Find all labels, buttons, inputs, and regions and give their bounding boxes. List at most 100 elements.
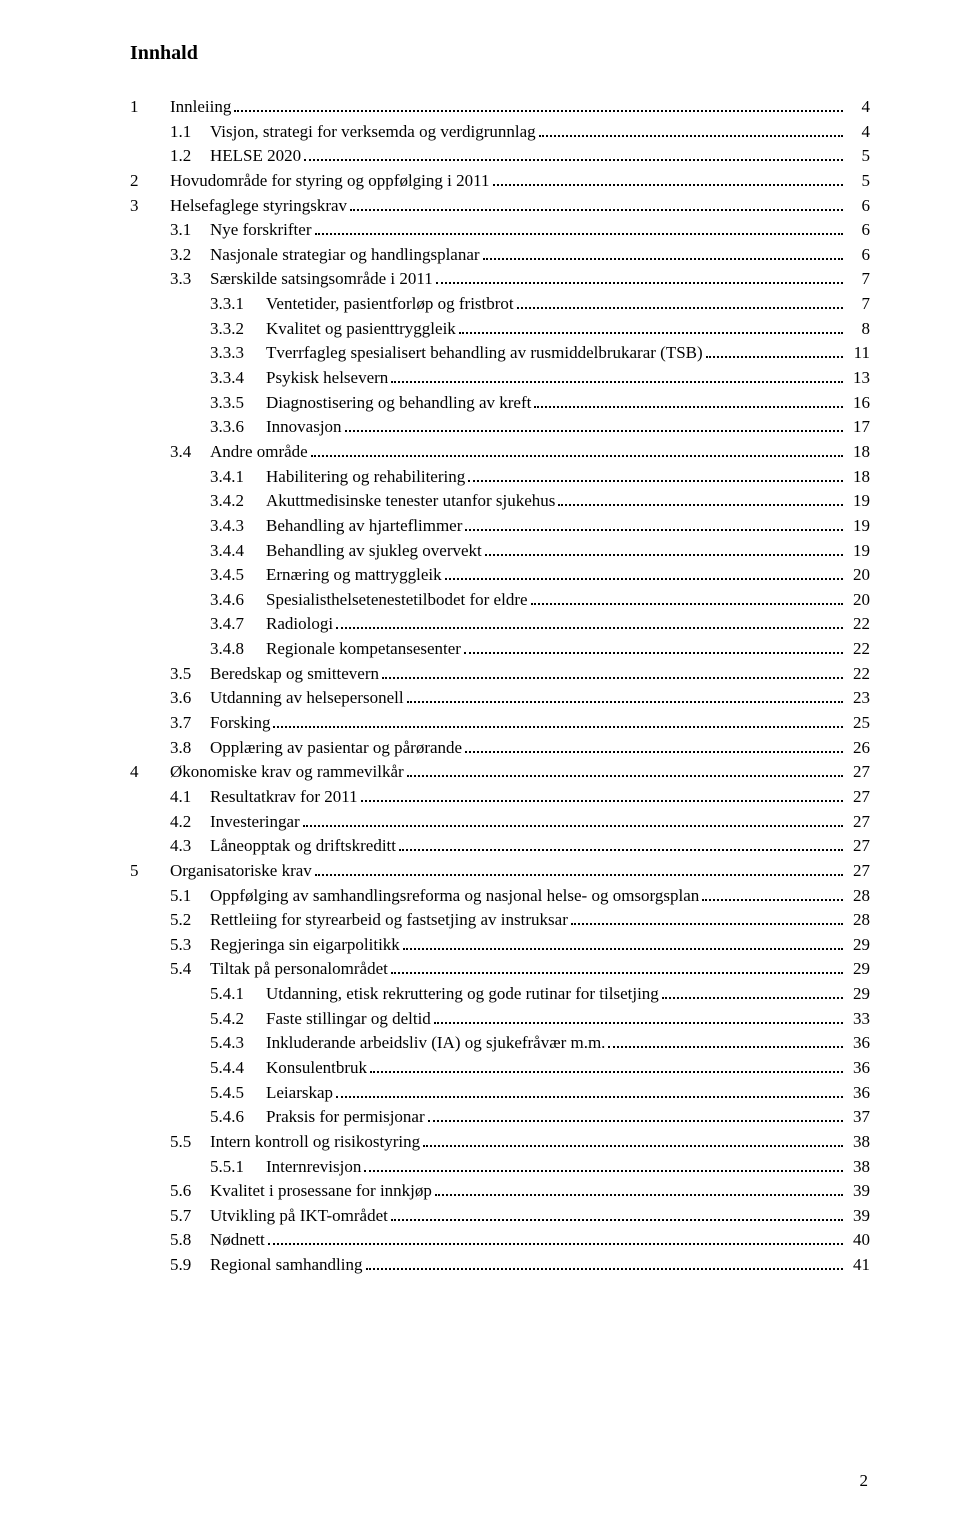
toc-entry-page: 28: [846, 908, 870, 933]
toc-entry[interactable]: 3.6Utdanning av helsepersonell23: [130, 686, 870, 711]
toc-entry-number: 5: [130, 859, 160, 884]
toc-entry-number: 5.4: [170, 957, 210, 982]
toc-entry[interactable]: 3.3.4Psykisk helsevern13: [130, 366, 870, 391]
toc-entry-label: Ventetider, pasientforløp og fristbrot: [266, 292, 514, 317]
toc-entry[interactable]: 3.3.3Tverrfagleg spesialisert behandling…: [130, 341, 870, 366]
toc-leader-dots: [370, 1058, 843, 1073]
toc-entry-page: 40: [846, 1228, 870, 1253]
toc-entry-page: 22: [846, 612, 870, 637]
toc-entry[interactable]: 5.4.1Utdanning, etisk rekruttering og go…: [130, 982, 870, 1007]
toc-entry-number: 3.4.2: [210, 489, 266, 514]
toc-entry-label: Hovudområde for styring og oppfølging i …: [160, 169, 490, 194]
toc-leader-dots: [273, 713, 843, 728]
toc-entry[interactable]: 3.4Andre område18: [130, 440, 870, 465]
toc-entry-label: Nye forskrifter: [210, 218, 312, 243]
toc-entry[interactable]: 5.4Tiltak på personalområdet29: [130, 957, 870, 982]
toc-entry-number: 3.5: [170, 662, 210, 687]
toc-entry-number: 2: [130, 169, 160, 194]
toc-entry[interactable]: 2Hovudområde for styring og oppfølging i…: [130, 169, 870, 194]
toc-entry[interactable]: 5.7Utvikling på IKT-området39: [130, 1204, 870, 1229]
toc-entry-label: Visjon, strategi for verksemda og verdig…: [210, 120, 536, 145]
toc-entry[interactable]: 4.1Resultatkrav for 201127: [130, 785, 870, 810]
toc-entry-number: 3: [130, 194, 160, 219]
toc-entry-label: Radiologi: [266, 612, 333, 637]
toc-entry-number: 3.4.6: [210, 588, 266, 613]
toc-leader-dots: [445, 565, 843, 580]
toc-entry-number: 5.4.1: [210, 982, 266, 1007]
toc-entry[interactable]: 3.1Nye forskrifter6: [130, 218, 870, 243]
toc-entry-label: Internrevisjon: [266, 1155, 361, 1180]
toc-entry-label: Særskilde satsingsområde i 2011: [210, 267, 433, 292]
toc-entry[interactable]: 3.4.2Akuttmedisinske tenester utanfor sj…: [130, 489, 870, 514]
toc-entry[interactable]: 3.2Nasjonale strategiar og handlingsplan…: [130, 243, 870, 268]
toc-entry[interactable]: 3.4.8Regionale kompetansesenter22: [130, 637, 870, 662]
toc-entry-number: 3.6: [170, 686, 210, 711]
toc-leader-dots: [531, 590, 843, 605]
toc-entry-label: Kvalitet og pasienttryggleik: [266, 317, 456, 342]
toc-entry-label: Psykisk helsevern: [266, 366, 388, 391]
toc-entry[interactable]: 1.2HELSE 20205: [130, 144, 870, 169]
toc-entry-page: 39: [846, 1204, 870, 1229]
toc-entry[interactable]: 5.2Rettleiing for styrearbeid og fastset…: [130, 908, 870, 933]
toc-leader-dots: [435, 1181, 843, 1196]
toc-entry[interactable]: 4.3Låneopptak og driftskreditt27: [130, 834, 870, 859]
toc-entry[interactable]: 1.1Visjon, strategi for verksemda og ver…: [130, 120, 870, 145]
toc-entry[interactable]: 3.4.1Habilitering og rehabilitering18: [130, 465, 870, 490]
toc-entry[interactable]: 3.4.6Spesialisthelsetenestetilbodet for …: [130, 588, 870, 613]
toc-entry-page: 33: [846, 1007, 870, 1032]
toc-leader-dots: [534, 392, 843, 407]
toc-entry-label: Beredskap og smittevern: [210, 662, 379, 687]
toc-entry-page: 20: [846, 563, 870, 588]
toc-entry[interactable]: 3Helsefaglege styringskrav6: [130, 194, 870, 219]
toc-entry[interactable]: 5.4.4Konsulentbruk36: [130, 1056, 870, 1081]
toc-entry-page: 26: [846, 736, 870, 761]
toc-entry[interactable]: 3.3Særskilde satsingsområde i 20117: [130, 267, 870, 292]
toc-leader-dots: [336, 614, 843, 629]
toc-entry-page: 22: [846, 662, 870, 687]
toc-entry[interactable]: 5.4.2Faste stillingar og deltid33: [130, 1007, 870, 1032]
toc-entry-number: 3.7: [170, 711, 210, 736]
toc-entry[interactable]: 4Økonomiske krav og rammevilkår27: [130, 760, 870, 785]
toc-entry-number: 5.2: [170, 908, 210, 933]
toc-entry[interactable]: 5.8Nødnett40: [130, 1228, 870, 1253]
toc-entry-number: 5.1: [170, 884, 210, 909]
toc-entry[interactable]: 5.6Kvalitet i prosessane for innkjøp39: [130, 1179, 870, 1204]
toc-leader-dots: [517, 294, 843, 309]
toc-entry[interactable]: 3.3.1Ventetider, pasientforløp og fristb…: [130, 292, 870, 317]
toc-entry[interactable]: 5.3Regjeringa sin eigarpolitikk29: [130, 933, 870, 958]
toc-entry[interactable]: 3.4.7Radiologi22: [130, 612, 870, 637]
toc-entry-label: Opplæring av pasientar og pårørande: [210, 736, 462, 761]
toc-entry-label: Innovasjon: [266, 415, 342, 440]
toc-entry[interactable]: 5.5Intern kontroll og risikostyring38: [130, 1130, 870, 1155]
toc-entry[interactable]: 5.9Regional samhandling41: [130, 1253, 870, 1278]
toc-entry[interactable]: 3.3.6Innovasjon17: [130, 415, 870, 440]
toc-entry-number: 5.4.6: [210, 1105, 266, 1130]
toc-entry[interactable]: 5.4.3Inkluderande arbeidsliv (IA) og sju…: [130, 1031, 870, 1056]
toc-entry-page: 22: [846, 637, 870, 662]
toc-entry[interactable]: 3.7Forsking25: [130, 711, 870, 736]
toc-entry[interactable]: 5.4.6Praksis for permisjonar37: [130, 1105, 870, 1130]
toc-entry-label: Praksis for permisjonar: [266, 1105, 425, 1130]
toc-entry-number: 5.4.4: [210, 1056, 266, 1081]
toc-entry[interactable]: 3.8Opplæring av pasientar og pårørande26: [130, 736, 870, 761]
toc-entry[interactable]: 3.4.3Behandling av hjarteflimmer19: [130, 514, 870, 539]
toc-entry[interactable]: 1Innleiing4: [130, 95, 870, 120]
table-of-contents: 1Innleiing41.1Visjon, strategi for verks…: [130, 95, 870, 1278]
toc-entry[interactable]: 5Organisatoriske krav27: [130, 859, 870, 884]
toc-entry-number: 4.1: [170, 785, 210, 810]
toc-entry[interactable]: 3.4.4Behandling av sjukleg overvekt19: [130, 539, 870, 564]
toc-entry-label: Utdanning av helsepersonell: [210, 686, 404, 711]
toc-entry-label: Regionale kompetansesenter: [266, 637, 461, 662]
toc-entry[interactable]: 3.3.2Kvalitet og pasienttryggleik8: [130, 317, 870, 342]
toc-entry-page: 36: [846, 1031, 870, 1056]
toc-entry-label: Nødnett: [210, 1228, 265, 1253]
toc-entry-label: Spesialisthelsetenestetilbodet for eldre: [266, 588, 528, 613]
toc-entry-page: 13: [846, 366, 870, 391]
toc-entry[interactable]: 5.1Oppfølging av samhandlingsreforma og …: [130, 884, 870, 909]
toc-entry[interactable]: 3.4.5Ernæring og mattryggleik20: [130, 563, 870, 588]
toc-entry[interactable]: 3.3.5Diagnostisering og behandling av kr…: [130, 391, 870, 416]
toc-entry[interactable]: 5.5.1Internrevisjon38: [130, 1155, 870, 1180]
toc-entry[interactable]: 3.5Beredskap og smittevern 22: [130, 662, 870, 687]
toc-entry[interactable]: 4.2Investeringar27: [130, 810, 870, 835]
toc-entry[interactable]: 5.4.5Leiarskap36: [130, 1081, 870, 1106]
